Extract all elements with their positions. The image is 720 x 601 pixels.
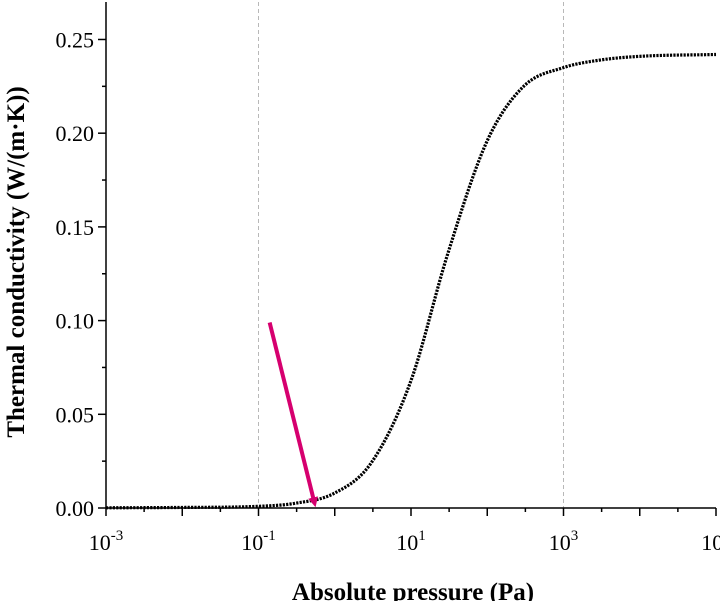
y-tick-label: 0.20	[56, 121, 95, 146]
x-tick-label: 103	[549, 528, 579, 555]
labels-layer: 0.00 0.05 0.10 0.15 0.20 0.25 10-3 10-1 101 103 10…	[56, 27, 720, 555]
y-axis-title: Thermal conductivity (W/(m·K))	[3, 86, 30, 437]
watermark-text: 知乎用户	[638, 566, 710, 587]
y-tick-label: 0.15	[56, 215, 95, 240]
x-tick-label: 10-1	[241, 528, 276, 555]
y-tick-label: 0.10	[56, 309, 95, 334]
annotation-layer	[267, 321, 318, 508]
ticks-layer	[98, 38, 717, 516]
y-tick-label: 0.05	[56, 402, 95, 427]
curve-layer	[106, 52, 717, 510]
x-tick-label: 10-3	[89, 528, 124, 555]
x-tick-label: 105	[701, 528, 720, 555]
grid-layer	[258, 2, 564, 508]
x-axis-title: Absolute pressure (Pa)	[292, 579, 534, 601]
y-tick-label: 0.25	[56, 27, 95, 52]
axes-layer	[105, 2, 716, 509]
y-tick-label: 0.00	[56, 496, 95, 521]
annotation-arrow	[267, 321, 318, 508]
x-tick-label: 101	[396, 528, 426, 555]
data-series-line	[106, 52, 717, 510]
